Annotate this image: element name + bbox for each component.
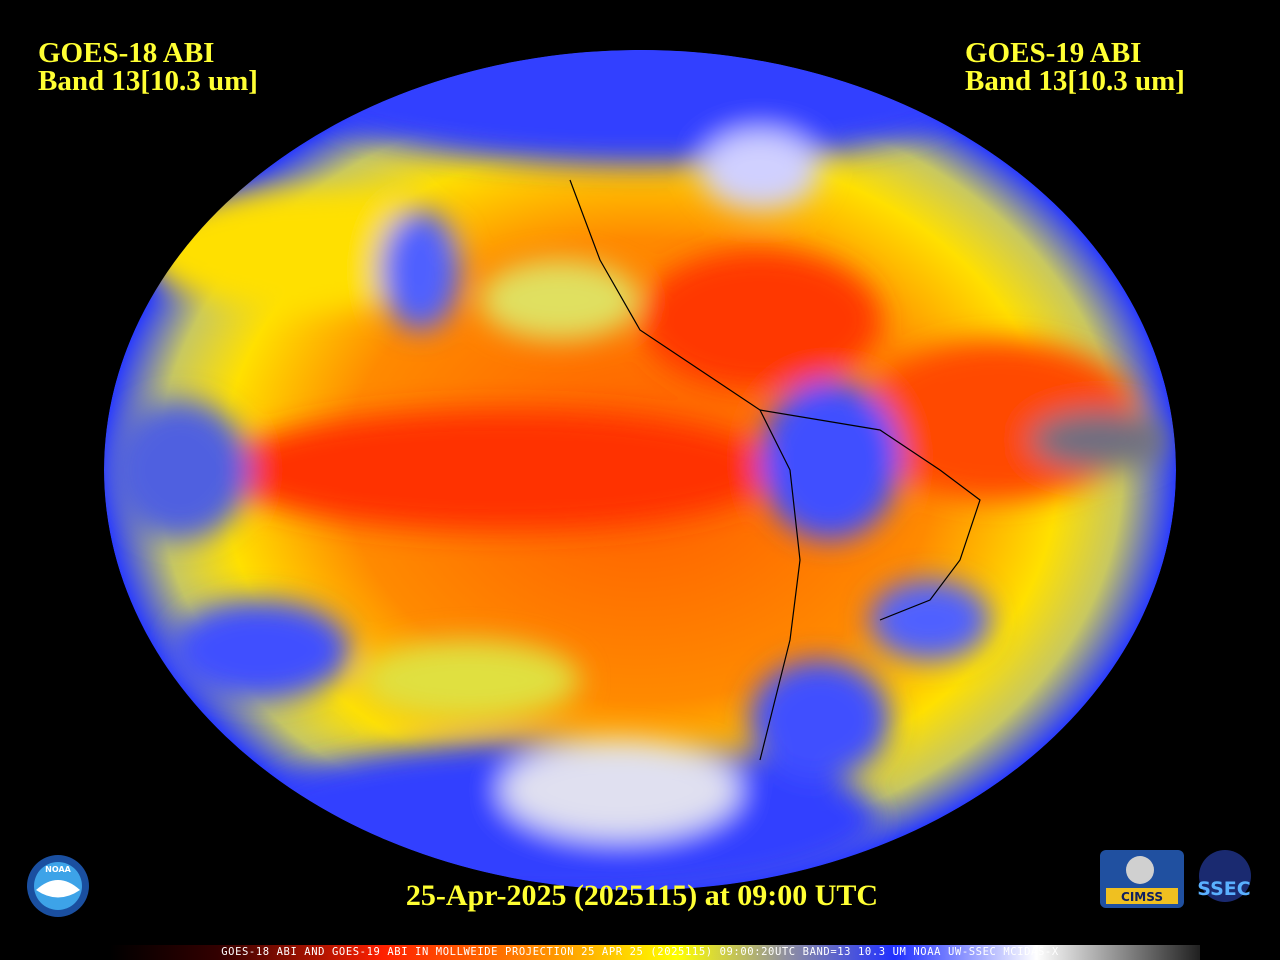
ssec-label: SSEC [1197,878,1250,900]
left-subtitle: Band 13[10.3 um] [38,65,258,97]
noaa-logo: NOAA [27,855,89,917]
cimss-label: CIMSS [1121,890,1163,904]
cimss-logo: CIMSS [1100,850,1184,908]
left-title: GOES-18 ABI [38,37,214,69]
timestamp: 25-Apr-2025 (2025115) at 09:00 UTC [406,879,878,912]
right-title: GOES-19 ABI [965,37,1141,69]
footer-info: GOES-18 ABI AND GOES-19 ABI IN MOLLWEIDE… [221,946,1059,958]
noaa-label: NOAA [45,865,71,874]
right-subtitle: Band 13[10.3 um] [965,65,1185,97]
ssec-logo: SSEC [1197,850,1251,902]
color-bar [110,945,1200,960]
